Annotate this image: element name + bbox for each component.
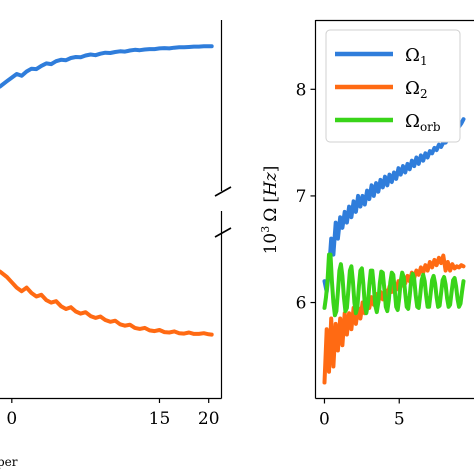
- right-y-axis-label: 103Ω[Hz]: [259, 166, 281, 255]
- right-plot-area: [322, 117, 466, 385]
- series-line-3: [322, 252, 466, 318]
- y-tick-label: 6: [296, 294, 307, 314]
- right-chart: 0 5 6 7 8 103Ω[Hz] Ω1 Ω2 Ωorb: [259, 19, 474, 430]
- series-line-1: [322, 117, 466, 294]
- x-tick-label: 20: [198, 409, 220, 429]
- right-ticks: 0 5 6 7 8: [296, 80, 405, 429]
- series-line-2: [0, 269, 214, 337]
- legend-label: Ω1: [405, 45, 428, 68]
- axis-break-mark-upper: [214, 186, 232, 197]
- left-plot-area: [0, 44, 214, 337]
- axis-break-mark-lower: [214, 227, 232, 238]
- legend: Ω1 Ω2 Ωorb: [325, 29, 461, 143]
- x-tick-label: 0: [6, 409, 17, 429]
- y-tick-label: 7: [296, 187, 307, 207]
- left-caption-fragment: per: [0, 455, 18, 469]
- y-tick-label: 8: [296, 80, 307, 100]
- legend-label: Ωorb: [405, 111, 441, 134]
- left-chart: 0 15 20 per: [0, 20, 232, 469]
- legend-items: Ω1 Ω2 Ωorb: [335, 45, 441, 134]
- series-line-1: [0, 44, 214, 89]
- legend-label: Ω2: [405, 78, 428, 101]
- x-tick-label: 0: [319, 410, 330, 430]
- x-tick-label: 5: [394, 410, 405, 430]
- left-x-ticks: 0 15 20: [6, 398, 220, 429]
- x-tick-label: 15: [149, 409, 171, 429]
